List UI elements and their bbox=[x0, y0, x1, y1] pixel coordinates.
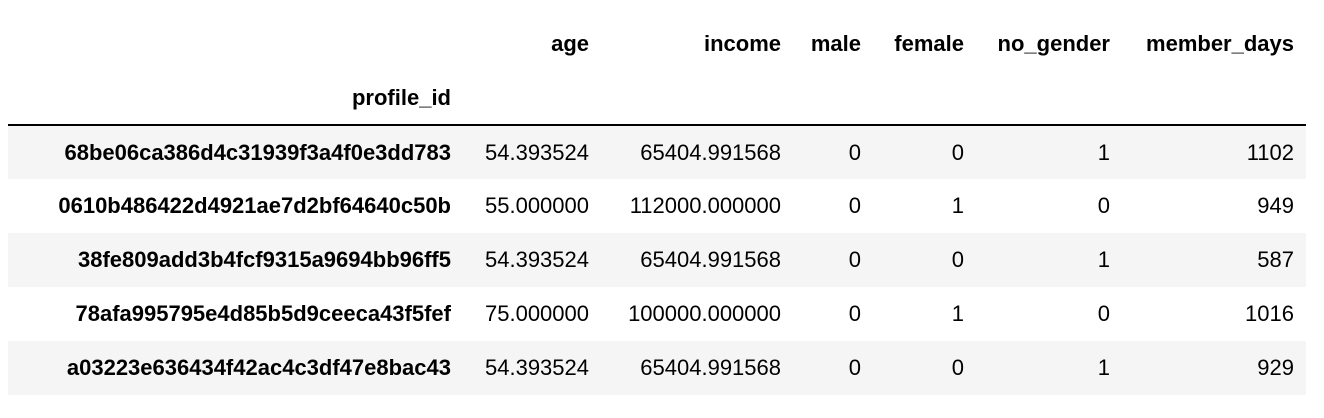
dataframe-table: age income male female no_gender member_… bbox=[8, 17, 1306, 395]
row-index: 68be06ca386d4c31939f3a4f0e3dd783 bbox=[64, 139, 451, 165]
cell-income: 112000.000000 bbox=[629, 193, 781, 218]
header-blank bbox=[8, 17, 463, 71]
column-header-male: male bbox=[810, 31, 861, 56]
cell-member-days: 929 bbox=[1257, 355, 1294, 380]
cell-member-days: 949 bbox=[1257, 193, 1294, 218]
table-row: 78afa995795e4d85b5d9ceeca43f5fef 75.0000… bbox=[8, 287, 1306, 341]
index-name-row: profile_id bbox=[8, 71, 1306, 126]
cell-age: 54.393524 bbox=[485, 355, 589, 380]
column-header-income: income bbox=[703, 31, 781, 56]
row-index: 0610b486422d4921ae7d2bf64640c50b bbox=[58, 193, 451, 218]
cell-female: 0 bbox=[951, 355, 964, 380]
cell-male: 0 bbox=[848, 301, 861, 326]
cell-income: 65404.991568 bbox=[640, 247, 781, 272]
cell-female: 1 bbox=[951, 301, 964, 326]
cell-no-gender: 0 bbox=[1097, 193, 1110, 218]
cell-age: 54.393524 bbox=[485, 247, 589, 272]
cell-female: 1 bbox=[951, 193, 964, 218]
cell-no-gender: 1 bbox=[1097, 355, 1110, 380]
row-index: 38fe809add3b4fcf9315a9694bb96ff5 bbox=[77, 247, 451, 272]
table-row: 0610b486422d4921ae7d2bf64640c50b 55.0000… bbox=[8, 179, 1306, 233]
cell-member-days: 1102 bbox=[1246, 139, 1294, 165]
table-row: 68be06ca386d4c31939f3a4f0e3dd783 54.3935… bbox=[8, 125, 1306, 179]
cell-female: 0 bbox=[951, 247, 964, 272]
cell-income: 65404.991568 bbox=[640, 355, 781, 380]
cell-no-gender: 0 bbox=[1097, 301, 1110, 326]
column-header-row: age income male female no_gender member_… bbox=[8, 17, 1306, 71]
table-row: a03223e636434f42ac4c3df47e8bac43 54.3935… bbox=[8, 341, 1306, 395]
cell-member-days: 587 bbox=[1257, 247, 1294, 272]
column-header-member-days: member_days bbox=[1146, 31, 1294, 56]
row-index: 78afa995795e4d85b5d9ceeca43f5fef bbox=[75, 301, 451, 326]
cell-member-days: 1016 bbox=[1245, 301, 1294, 326]
cell-age: 55.000000 bbox=[485, 193, 589, 218]
cell-male: 0 bbox=[848, 247, 861, 272]
cell-male: 0 bbox=[848, 139, 861, 165]
column-header-female: female bbox=[894, 31, 964, 56]
table-row: 38fe809add3b4fcf9315a9694bb96ff5 54.3935… bbox=[8, 233, 1306, 287]
cell-age: 54.393524 bbox=[485, 139, 589, 165]
cell-income: 100000.000000 bbox=[628, 301, 781, 326]
cell-male: 0 bbox=[848, 193, 861, 218]
cell-no-gender: 1 bbox=[1097, 139, 1110, 165]
cell-income: 65404.991568 bbox=[640, 139, 781, 165]
row-index: a03223e636434f42ac4c3df47e8bac43 bbox=[66, 355, 451, 380]
index-name: profile_id bbox=[8, 71, 463, 126]
column-header-no-gender: no_gender bbox=[997, 31, 1110, 56]
cell-male: 0 bbox=[848, 355, 861, 380]
cell-female: 0 bbox=[951, 139, 964, 165]
cell-age: 75.000000 bbox=[485, 301, 589, 326]
cell-no-gender: 1 bbox=[1097, 247, 1110, 272]
column-header-age: age bbox=[551, 31, 589, 56]
